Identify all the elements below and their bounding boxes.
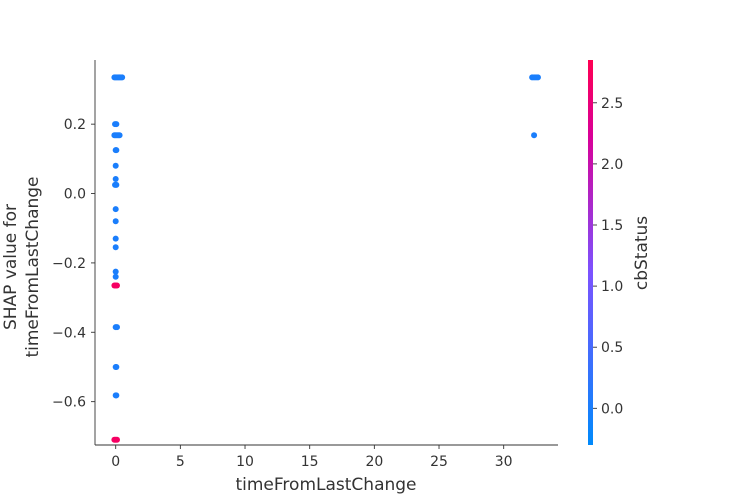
- y-tick-label: 0.0: [64, 187, 86, 203]
- data-point: [113, 282, 120, 289]
- colorbar-tick-label: 2.0: [601, 157, 623, 173]
- data-point: [112, 268, 119, 275]
- data-point: [113, 324, 120, 331]
- x-tick-label: 0: [111, 454, 120, 470]
- y-tick-label: −0.4: [52, 325, 86, 341]
- colorbar-tick-label: 0.5: [601, 340, 623, 356]
- data-point: [113, 121, 120, 128]
- x-tick-label: 15: [301, 454, 319, 470]
- data-point: [113, 147, 120, 154]
- colorbar-tick-label: 2.5: [601, 96, 623, 112]
- colorbar-tick-label: 1.5: [601, 218, 623, 234]
- x-axis-label: timeFromLastChange: [235, 475, 416, 495]
- x-tick-label: 5: [176, 454, 185, 470]
- x-tick-label: 10: [236, 454, 254, 470]
- y-axis-label-line-2: timeFromLastChange: [23, 176, 43, 357]
- data-point: [112, 175, 119, 182]
- colorbar-ticks: 0.0 0.5 1.0 1.5 2.0 2.5: [593, 96, 623, 417]
- data-point: [531, 132, 538, 139]
- colorbar-tick-label: 1.0: [601, 279, 623, 295]
- y-tick-label: −0.2: [52, 256, 86, 272]
- y-tick-label: −0.6: [52, 395, 86, 411]
- colorbar: 0.0 0.5 1.0 1.5 2.0 2.5 cbStatus: [588, 60, 652, 445]
- data-points: [111, 74, 541, 443]
- data-point: [112, 162, 119, 169]
- x-axis-ticks: 0 5 10 15 20 25 30: [111, 445, 513, 470]
- x-tick-label: 20: [365, 454, 383, 470]
- data-point: [112, 244, 119, 251]
- y-axis-ticks: −0.6 −0.4 −0.2 0.0 0.2: [52, 117, 95, 411]
- x-tick-label: 30: [495, 454, 513, 470]
- data-point: [112, 273, 119, 280]
- y-axis-label-line-1: SHAP value for: [1, 204, 21, 330]
- data-point: [113, 392, 120, 399]
- data-point: [111, 74, 118, 81]
- colorbar-gradient: [588, 60, 593, 445]
- data-point: [534, 74, 541, 81]
- plot-area: 0 5 10 15 20 25 30 −0.6 −0.4 −0.2 0.0 0.2: [52, 60, 558, 470]
- y-tick-label: 0.2: [64, 117, 86, 133]
- data-point: [113, 436, 120, 443]
- data-point: [113, 181, 120, 188]
- y-axis-label: SHAP value for timeFromLastChange: [1, 176, 43, 357]
- data-point: [112, 235, 119, 242]
- data-point: [112, 206, 119, 213]
- data-point: [113, 363, 120, 370]
- x-tick-label: 25: [430, 454, 448, 470]
- colorbar-tick-label: 0.0: [601, 401, 623, 417]
- data-point: [112, 218, 119, 225]
- colorbar-label: cbStatus: [632, 216, 652, 290]
- data-point: [119, 74, 126, 81]
- data-point: [116, 132, 123, 139]
